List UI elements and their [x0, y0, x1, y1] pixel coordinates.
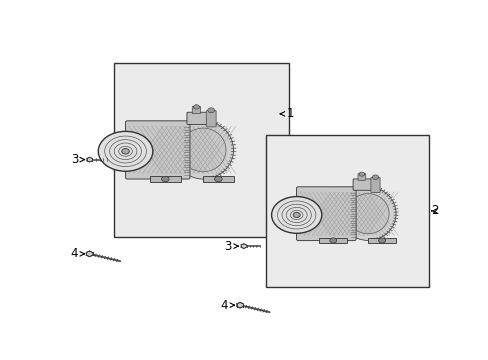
Circle shape	[122, 149, 129, 154]
Polygon shape	[86, 251, 93, 257]
Circle shape	[371, 175, 378, 180]
FancyBboxPatch shape	[192, 107, 200, 114]
Ellipse shape	[340, 187, 395, 240]
Text: 5: 5	[284, 211, 297, 224]
FancyBboxPatch shape	[206, 111, 216, 127]
FancyBboxPatch shape	[125, 121, 189, 179]
Circle shape	[98, 131, 153, 171]
Circle shape	[378, 238, 385, 243]
Circle shape	[293, 212, 300, 217]
Polygon shape	[86, 157, 92, 162]
Text: 4: 4	[220, 299, 234, 312]
Polygon shape	[203, 176, 233, 182]
Circle shape	[161, 176, 169, 182]
Text: 4: 4	[70, 247, 84, 260]
FancyBboxPatch shape	[357, 174, 365, 180]
Polygon shape	[367, 238, 395, 243]
Text: 1: 1	[280, 107, 294, 120]
FancyBboxPatch shape	[186, 112, 210, 125]
Bar	[265, 135, 428, 287]
Circle shape	[329, 238, 336, 243]
Text: 5: 5	[129, 164, 142, 177]
Polygon shape	[150, 176, 180, 182]
Ellipse shape	[173, 121, 233, 179]
Ellipse shape	[180, 128, 225, 172]
Circle shape	[271, 197, 321, 233]
FancyBboxPatch shape	[296, 187, 355, 240]
Circle shape	[193, 105, 199, 109]
Text: 3: 3	[224, 240, 238, 253]
Polygon shape	[319, 238, 346, 243]
Polygon shape	[236, 302, 243, 308]
FancyBboxPatch shape	[370, 177, 379, 193]
Text: 3: 3	[71, 153, 84, 166]
Polygon shape	[241, 244, 246, 248]
Bar	[114, 63, 288, 237]
Circle shape	[214, 176, 222, 182]
Text: 2: 2	[430, 204, 437, 217]
Ellipse shape	[346, 194, 388, 234]
Circle shape	[358, 172, 364, 176]
Circle shape	[207, 108, 214, 113]
FancyBboxPatch shape	[352, 179, 374, 190]
